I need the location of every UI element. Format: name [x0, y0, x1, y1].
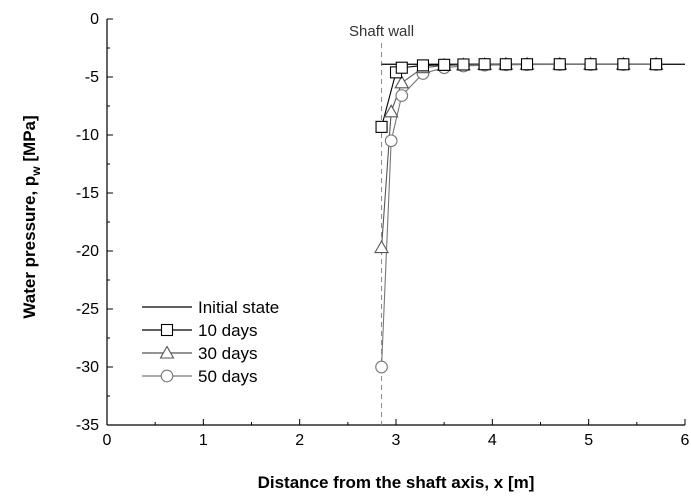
- data-point-2-6: [457, 58, 470, 71]
- legend-label-2: 10 days: [198, 321, 258, 340]
- y-tick-label: -35: [76, 417, 99, 434]
- y-tick-label: 0: [90, 11, 99, 28]
- data-point-2-11: [584, 58, 597, 71]
- legend-marker-2: [160, 323, 174, 337]
- y-tick-label: -15: [76, 185, 99, 202]
- legend-label-3: 30 days: [198, 344, 258, 363]
- shaft-wall-annotation: Shaft wall: [349, 23, 414, 40]
- legend-marker-4: [160, 369, 174, 383]
- data-point-4-3: [395, 89, 409, 102]
- y-tick-label: -30: [76, 359, 99, 376]
- x-axis-label: Distance from the shaft axis, x [m]: [258, 473, 535, 492]
- data-point-3-1: [374, 239, 389, 254]
- series-line-4: [381, 63, 657, 368]
- x-tick-label: 5: [584, 432, 593, 449]
- data-point-2-3: [395, 61, 408, 74]
- series-line-3: [381, 63, 657, 248]
- data-point-2-4: [416, 59, 430, 72]
- legend-marker-3: [159, 345, 175, 359]
- data-point-2-1: [375, 120, 388, 133]
- data-point-2-10: [553, 58, 566, 71]
- data-point-2-12: [617, 58, 630, 71]
- x-tick-label: 0: [103, 432, 112, 449]
- data-point-2-13: [650, 58, 663, 71]
- y-axis-label: Water pressure, pw [MPa]: [20, 115, 43, 318]
- y-tick-label: -5: [85, 69, 99, 86]
- chart-axes: 0 1 2 3 4 5 6 0 -5 -10 -15 -20 -25 -30 -35: [76, 11, 690, 449]
- y-tick-label: -25: [76, 301, 99, 318]
- x-tick-label: 3: [392, 432, 401, 449]
- x-tick-label: 6: [681, 432, 690, 449]
- data-point-2-5: [438, 58, 451, 71]
- y-tick-label: -10: [76, 127, 99, 144]
- legend-label-1: Initial state: [198, 298, 279, 317]
- y-axis-label-unit: [MPa]: [20, 115, 39, 166]
- y-axis-label-main: Water pressure, p: [20, 176, 39, 319]
- data-point-2-9: [520, 58, 534, 71]
- y-tick-label: -20: [76, 243, 99, 260]
- data-point-2-7: [478, 58, 491, 71]
- y-axis-label-sub: w: [29, 166, 43, 177]
- x-tick-label: 1: [199, 432, 208, 449]
- chart-markers: [374, 56, 664, 374]
- data-point-4-2: [384, 134, 398, 148]
- data-point-4-1: [375, 360, 388, 374]
- legend-label-4: 50 days: [198, 367, 258, 386]
- legend: Initial state 10 days 30 days 50 days: [142, 298, 279, 386]
- data-point-3-2: [383, 104, 399, 118]
- data-point-2-8: [499, 58, 512, 71]
- x-tick-label: 2: [295, 432, 304, 449]
- data-point-3-3: [394, 75, 410, 89]
- chart-series: [381, 63, 685, 368]
- x-tick-label: 4: [488, 432, 497, 449]
